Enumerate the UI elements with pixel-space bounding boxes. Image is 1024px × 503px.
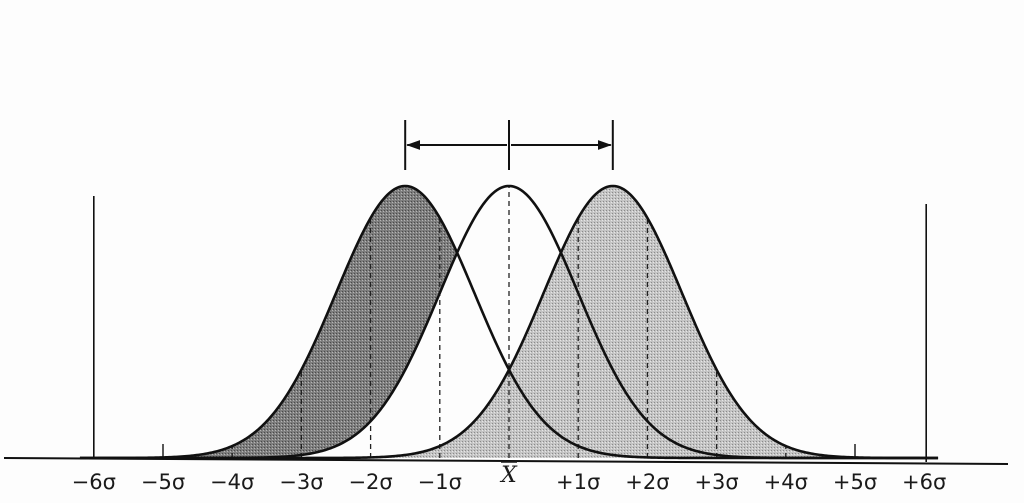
sigma-tick-label: +6σ [902,470,946,494]
sigma-tick-label: +2σ [625,470,669,494]
mean-shift-arrows [404,120,614,170]
right-shift-shaded-region [79,186,939,458]
sigma-tick-label: −2σ [348,470,392,494]
sigma-tick-label: +4σ [764,470,808,494]
curve-outlines [79,184,939,460]
sigma-tick-label: −6σ [72,470,116,494]
left-shift-shaded-region [79,186,939,458]
baseline [3,457,1009,465]
shaded-regions [79,186,939,458]
sigma-tick-label: +1σ [556,470,600,494]
sigma-tick-label: −3σ [279,470,323,494]
sigma-tick-label: −1σ [418,470,462,494]
right-shifted-curve [79,184,939,460]
sigma-guides [231,186,787,458]
sigma-axis [3,196,1009,465]
sigma-tick-label: +3σ [694,470,738,494]
mean-label: X [499,463,518,488]
sigma-tick-label: +5σ [833,470,877,494]
sigma-tick-label: −5σ [141,470,185,494]
sigma-tick-label: −4σ [210,470,254,494]
sigma-axis-labels: −6σ −5σ −4σ −3σ −2σ −1σ X +1σ +2σ +3σ +4σ +5σ +6σ [72,461,946,494]
